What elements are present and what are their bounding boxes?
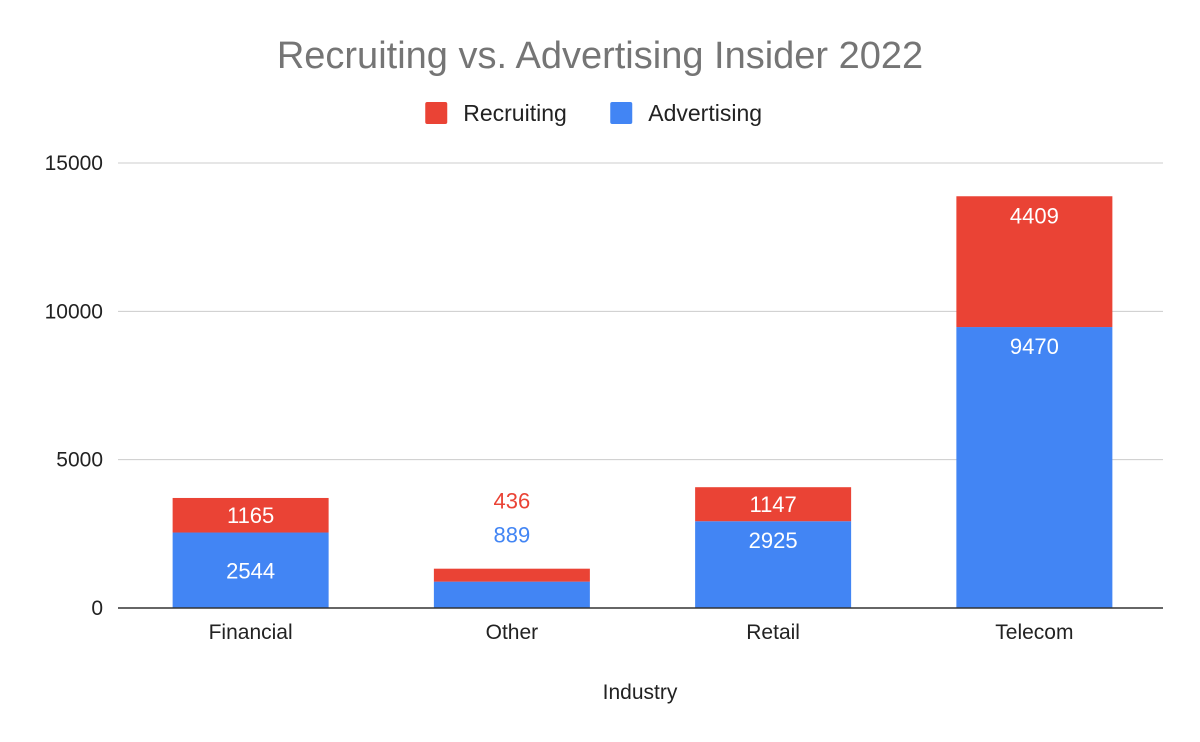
- data-label-recruiting-telecom: 4409: [1010, 203, 1059, 228]
- x-tick-label: Other: [486, 621, 539, 644]
- chart-title: Recruiting vs. Advertising Insider 2022: [277, 35, 923, 77]
- data-label-advertising-telecom: 9470: [1010, 334, 1059, 359]
- bar-recruiting-financial: [172, 497, 329, 533]
- y-axis-ticks: 0 5000 10000 15000: [45, 152, 103, 620]
- legend: Recruiting Advertising: [425, 100, 762, 126]
- data-label-advertising-retail: 2925: [749, 528, 798, 553]
- x-axis-ticks: Financial Other Retail Telecom: [209, 621, 1074, 644]
- legend-label-recruiting: Recruiting: [463, 100, 567, 126]
- y-tick-label: 0: [91, 597, 103, 620]
- bar-advertising-financial: [172, 532, 329, 608]
- legend-item-recruiting: Recruiting: [425, 100, 567, 126]
- y-tick-label: 10000: [45, 300, 103, 323]
- y-tick-label: 15000: [45, 152, 103, 175]
- legend-item-advertising: Advertising: [610, 100, 762, 126]
- data-label-recruiting-retail: 1147: [749, 492, 796, 517]
- x-tick-label: Telecom: [995, 621, 1073, 644]
- bar-recruiting-retail: [695, 487, 852, 522]
- bar-advertising-retail: [695, 521, 852, 608]
- bar-recruiting-telecom: [956, 196, 1113, 328]
- bar-advertising-other: [433, 581, 590, 608]
- bar-recruiting-other: [433, 568, 590, 582]
- legend-swatch-advertising: [610, 102, 633, 124]
- data-label-advertising-other: 889: [494, 523, 531, 548]
- x-tick-label: Financial: [209, 621, 293, 644]
- legend-swatch-recruiting: [425, 102, 448, 124]
- bars: [172, 196, 1113, 608]
- data-label-recruiting-other: 436: [494, 489, 531, 514]
- bar-advertising-telecom: [956, 327, 1113, 608]
- x-tick-label: Retail: [746, 621, 800, 644]
- y-tick-label: 5000: [56, 449, 103, 472]
- x-axis-title: Industry: [603, 681, 678, 704]
- data-label-advertising-financial: 2544: [226, 558, 275, 583]
- legend-label-advertising: Advertising: [648, 100, 762, 126]
- data-label-recruiting-financial: 1165: [227, 503, 274, 528]
- data-labels: 2544 1165 889 436 2925 1147 9470 4409: [226, 203, 1059, 583]
